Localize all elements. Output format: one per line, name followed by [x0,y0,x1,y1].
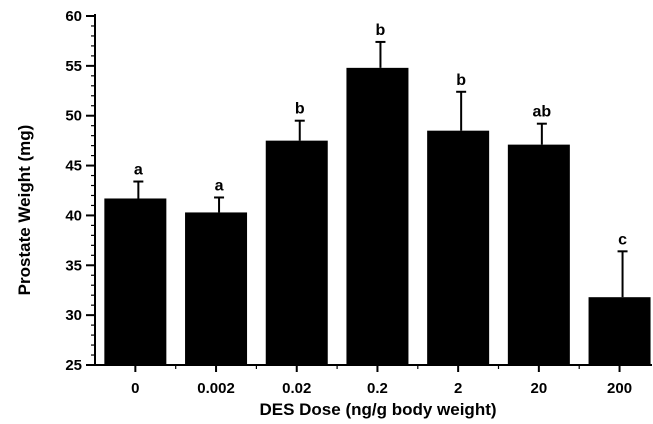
bar [346,67,409,365]
bar [507,144,570,365]
y-tick-label: 45 [65,158,82,175]
x-tick-label: 200 [607,380,632,397]
bar [104,198,167,365]
x-tick-label: 0.002 [197,380,235,397]
significance-label: a [134,162,143,179]
x-tick-label: 0.02 [282,380,311,397]
x-tick-label: 0 [131,380,139,397]
error-bars [133,40,628,298]
y-tick-label: 35 [65,257,82,274]
y-axis-title: Prostate Weight (mg) [15,125,34,296]
significance-label: b [295,101,305,118]
x-axis-title: DES Dose (ng/g body weight) [259,400,496,419]
y-tick-label: 55 [65,58,82,75]
x-tick-label: 0.2 [367,380,388,397]
y-tick-label: 60 [65,8,82,25]
significance-label: a [215,177,224,194]
y-tick-label: 50 [65,108,82,125]
y-axis: 25 30 35 40 45 50 55 60 [65,8,96,374]
significance-label: ab [533,104,552,121]
bar [185,212,248,365]
bars [104,67,651,365]
significance-label: c [618,231,627,248]
significance-label: b [456,72,466,89]
y-tick-label: 25 [65,357,82,374]
significance-label: b [376,22,386,39]
x-tick-label: 20 [531,380,548,397]
bar [427,130,490,365]
bar [588,297,651,365]
bar [265,140,328,365]
y-tick-label: 40 [65,207,82,224]
x-tick-label: 2 [454,380,462,397]
x-axis: 0 0.002 0.02 0.2 2 20 200 [94,364,652,397]
y-tick-label: 30 [65,307,82,324]
